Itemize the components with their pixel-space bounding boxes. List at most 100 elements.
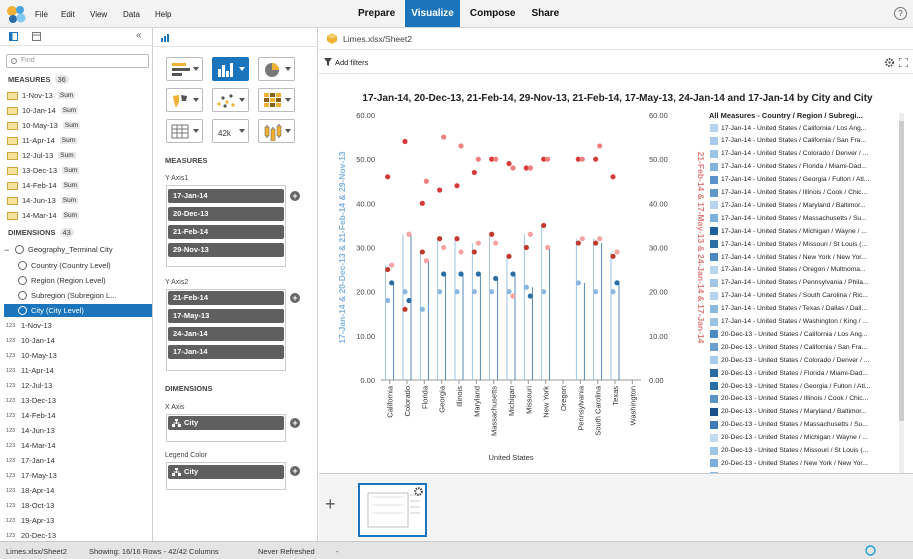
dimension-item[interactable]: 123 18-Oct-13 [6,499,54,512]
menu-edit[interactable]: Edit [61,10,75,19]
filter-icon[interactable] [324,58,332,66]
legend-item[interactable]: 17-Jan-14 - United States / Florida / Mi… [710,161,895,173]
add-legend-color-button[interactable]: + [290,466,300,476]
add-sheet-button[interactable]: + [325,494,336,514]
data-point[interactable] [614,249,620,255]
data-point[interactable] [489,231,495,237]
map-chart-type-button[interactable] [166,88,203,112]
data-point[interactable] [475,240,481,246]
measure-pill[interactable]: 17-Jan-14 [168,345,284,359]
boxplot-chart-type-button[interactable] [258,119,295,143]
data-point[interactable] [471,289,477,295]
data-point[interactable] [437,289,443,295]
gear-icon[interactable] [885,58,894,67]
dimension-item[interactable]: 123 18-Apr-14 [6,484,54,497]
data-point[interactable] [389,262,395,268]
data-point[interactable] [614,280,620,286]
measure-item[interactable]: 1-Nov-13 Sum [7,89,76,102]
pie-chart-type-button[interactable] [258,57,295,81]
data-point[interactable] [541,289,547,295]
data-point[interactable] [454,236,460,242]
measure-pill[interactable]: 17-May-13 [168,309,284,323]
help-icon[interactable]: ? [894,7,907,20]
data-point[interactable] [402,306,408,312]
data-point[interactable] [545,156,551,162]
data-point[interactable] [575,240,581,246]
legend-item[interactable]: 20-Dec-13 - United States / California /… [710,328,895,340]
legend-scrollbar[interactable] [898,113,905,473]
legend-color-pill[interactable]: City [168,465,284,479]
expand-icon[interactable] [899,58,908,67]
data-point[interactable] [458,143,464,149]
tab-visualize[interactable]: Visualize [405,0,460,27]
data-point[interactable] [506,160,512,167]
legend-item[interactable]: 20-Dec-13 - United States / Georgia / Fu… [710,380,895,392]
dimension-item[interactable]: 123 19-Apr-13 [6,514,54,527]
dimension-item[interactable]: 123 14-Mar-14 [6,439,56,452]
data-point[interactable] [475,271,481,277]
add-filters-link[interactable]: Add filters [335,58,369,67]
data-point[interactable] [475,156,481,162]
column-chart-type-button[interactable] [212,57,249,81]
legend-item[interactable]: 17-Jan-14 - United States / South Caroli… [710,290,895,302]
geo-level-item[interactable]: Country (Country Level) [4,259,152,272]
legend-item[interactable]: 17-Jan-14 - United States / Maryland / B… [710,199,895,211]
data-point[interactable] [423,178,429,184]
data-point[interactable] [441,134,447,140]
dimension-item[interactable]: 123 20-Dec-13 [6,529,56,541]
data-point[interactable] [454,289,460,295]
bar-chart-type-button[interactable] [166,57,203,81]
collapse-panel-icon[interactable]: « [136,30,142,41]
measure-pill[interactable]: 21-Feb-14 [168,225,284,239]
data-point[interactable] [441,244,447,251]
dimension-item[interactable]: 123 14-Feb-14 [6,409,56,422]
data-point[interactable] [610,174,616,180]
data-point[interactable] [489,156,495,162]
data-point[interactable] [527,293,533,299]
measure-item[interactable]: 14-Jun-13 Sum [7,194,79,207]
data-point[interactable] [406,297,412,304]
measure-pill[interactable]: 20-Dec-13 [168,207,284,221]
legend-item[interactable]: 20-Dec-13 - United States / Missouri / S… [710,445,895,457]
tab-compose[interactable]: Compose [469,8,516,19]
data-point[interactable] [402,289,408,295]
data-point[interactable] [493,240,499,246]
data-point[interactable] [402,138,408,145]
legend-item[interactable]: 20-Dec-13 - United States / Maryland / B… [710,406,895,418]
data-point[interactable] [610,253,616,259]
geo-level-item[interactable]: City (City Level) [4,304,152,317]
legend-item[interactable]: 20-Dec-13 - United States / Illinois / C… [710,393,895,405]
data-point[interactable] [506,289,512,295]
menu-view[interactable]: View [90,10,108,19]
data-point[interactable] [523,284,529,290]
thumbnail-gear-icon[interactable] [414,487,423,496]
dimension-item[interactable]: 123 17-May-13 [6,469,57,482]
legend-item[interactable]: 17-Jan-14 - United States / Missouri / S… [710,238,895,250]
data-point[interactable] [493,275,499,282]
legend-item[interactable]: 17-Jan-14 - United States / California /… [710,135,895,147]
menu-data[interactable]: Data [123,10,140,19]
data-point[interactable] [419,249,425,255]
data-point[interactable] [575,280,581,286]
scatter-chart-type-button[interactable] [212,88,249,112]
data-point[interactable] [579,156,585,162]
data-point[interactable] [610,289,616,295]
data-point[interactable] [541,156,547,162]
dimension-item[interactable]: 123 10-May-13 [6,349,57,362]
geo-level-item[interactable]: Subregion (Subregion L... [4,289,152,302]
search-input[interactable]: Find [6,54,149,68]
legend-item[interactable]: 20-Dec-13 - United States / Florida / Mi… [710,367,895,379]
legend-item[interactable]: 17-Jan-14 - United States / Washington /… [710,316,895,328]
measure-item[interactable]: 11-Apr-14 Sum [7,134,78,147]
legend-item[interactable]: 17-Jan-14 - United States / California /… [710,122,895,134]
dimension-item[interactable]: 123 10-Jan-14 [6,334,55,347]
data-point[interactable] [385,297,391,304]
data-point[interactable] [541,222,547,229]
legend-item[interactable]: 17-Jan-14 - United States / Texas / Dall… [710,303,895,315]
measure-pill[interactable]: 29-Nov-13 [168,243,284,257]
measure-item[interactable]: 14-Feb-14 Sum [7,179,79,192]
dimension-item[interactable]: 123 14-Jun-13 [6,424,55,437]
measure-item[interactable]: 10-May-13 Sum [7,119,81,132]
legend-item[interactable]: 17-Jan-14 - United States / Colorado / D… [710,148,895,160]
data-point[interactable] [423,258,429,264]
